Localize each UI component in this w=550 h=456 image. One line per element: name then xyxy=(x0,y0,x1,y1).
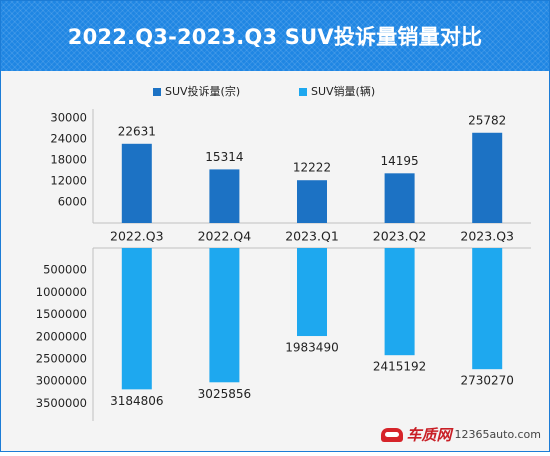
complaint-bar xyxy=(121,143,152,223)
upper-y-tick-label: 18000 xyxy=(50,153,87,167)
sales-bar xyxy=(121,248,152,390)
sales-bar xyxy=(384,248,415,356)
complaint-data-label: 15314 xyxy=(205,150,243,164)
sales-bar xyxy=(472,248,503,370)
complaint-data-label: 25782 xyxy=(468,113,506,127)
title-bar: 2022.Q3-2023.Q3 SUV投诉量销量对比 xyxy=(1,1,549,71)
watermark-site: 12365auto.com xyxy=(454,428,541,441)
sales-data-label: 2730270 xyxy=(460,374,513,388)
mirrored-bar-chart: 6000 12000 18000 24000 30000 500000 1000000 150… xyxy=(36,84,531,421)
complaint-bar xyxy=(297,180,327,223)
x-category-label: 2023.Q2 xyxy=(373,229,427,244)
sales-data-label: 3184806 xyxy=(110,394,163,408)
lower-y-tick-label: 2000000 xyxy=(36,329,87,343)
watermark-brand: 车质网 xyxy=(406,426,452,444)
sales-data-label: 1983490 xyxy=(285,341,338,355)
complaint-data-label: 12222 xyxy=(293,161,331,175)
plot-area: 6000 12000 18000 24000 30000 500000 1000000 150… xyxy=(1,71,549,451)
upper-y-tick-label: 24000 xyxy=(50,132,87,146)
sales-bar xyxy=(209,248,240,383)
complaint-bar xyxy=(209,169,240,223)
lower-y-tick-label: 1500000 xyxy=(36,307,87,321)
upper-y-tick-label: 6000 xyxy=(58,195,87,209)
lower-y-tick-label: 500000 xyxy=(43,263,87,277)
upper-y-tick-label: 30000 xyxy=(50,111,87,125)
complaint-bar xyxy=(384,173,415,223)
car-logo-icon xyxy=(381,427,404,442)
sales-bar xyxy=(297,248,327,337)
watermark: 车质网 12365auto.com xyxy=(381,424,541,445)
complaint-data-label: 14195 xyxy=(381,154,419,168)
lower-y-tick-label: 3000000 xyxy=(36,374,87,388)
x-category-label: 2022.Q3 xyxy=(110,229,164,244)
x-category-label: 2023.Q3 xyxy=(460,229,514,244)
legend-label: SUV销量(辆) xyxy=(311,84,375,98)
lower-y-tick-label: 2500000 xyxy=(36,351,87,365)
x-category-label: 2023.Q1 xyxy=(285,229,339,244)
upper-y-tick-label: 12000 xyxy=(50,174,87,188)
sales-data-label: 2415192 xyxy=(373,360,426,374)
complaint-data-label: 22631 xyxy=(118,124,156,138)
legend-label: SUV投诉量(宗) xyxy=(165,84,240,98)
lower-y-tick-label: 1000000 xyxy=(36,285,87,299)
legend-swatch xyxy=(299,88,307,96)
sales-data-label: 3025856 xyxy=(198,387,251,401)
x-category-label: 2022.Q4 xyxy=(198,229,252,244)
lower-y-tick-label: 3500000 xyxy=(36,396,87,410)
complaint-bar xyxy=(472,132,503,223)
legend-swatch xyxy=(153,88,161,96)
chart-title: 2022.Q3-2023.Q3 SUV投诉量销量对比 xyxy=(67,25,483,49)
